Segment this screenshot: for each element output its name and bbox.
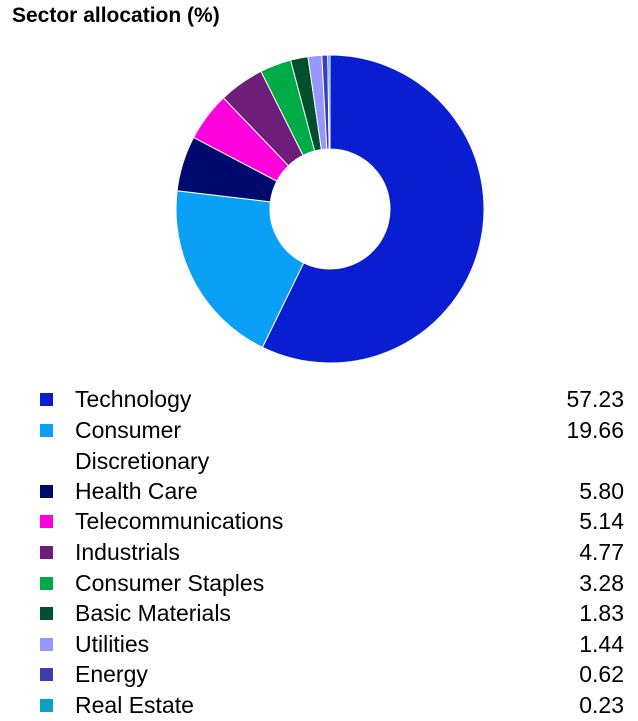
legend-value: 4.77 [579, 539, 624, 565]
legend-label: Telecommunications [75, 508, 284, 535]
legend-value: 5.80 [579, 477, 624, 504]
donut-slice-consumer-discretionary [175, 190, 305, 349]
legend-swatch [40, 637, 53, 651]
legend-swatch [40, 423, 53, 437]
legend-label: Energy [75, 661, 148, 688]
legend-swatch [40, 607, 53, 621]
legend-swatch [40, 699, 53, 712]
legend-value: 3.28 [579, 569, 624, 596]
legend-label: Industrials [75, 539, 180, 565]
donut-slice-technology [261, 54, 485, 364]
legend-swatch [40, 576, 53, 590]
donut-slice-real-estate [327, 54, 331, 150]
legend-label: Basic Materials [75, 600, 231, 627]
legend-swatch [40, 515, 53, 529]
legend-swatch [40, 393, 53, 406]
legend-swatch [40, 546, 53, 559]
legend-value: 19.66 [566, 416, 624, 443]
legend-value: 0.62 [579, 661, 624, 688]
legend-label: Consumer Discretionary [75, 416, 210, 474]
legend-value: 0.23 [579, 692, 624, 718]
legend-value: 5.14 [579, 508, 624, 535]
legend-swatch [40, 484, 53, 498]
legend-swatch [40, 668, 53, 682]
legend-value: 57.23 [566, 386, 624, 412]
legend-value: 1.44 [579, 630, 624, 657]
donut-chart [175, 54, 485, 364]
legend-label: Consumer Staples [75, 569, 265, 596]
legend-value: 1.83 [579, 600, 624, 627]
legend-label: Technology [75, 386, 192, 412]
legend-label: Utilities [75, 630, 150, 657]
legend-label: Real Estate [75, 692, 194, 718]
legend-label: Health Care [75, 477, 198, 504]
chart-title: Sector allocation (%) [12, 4, 220, 27]
